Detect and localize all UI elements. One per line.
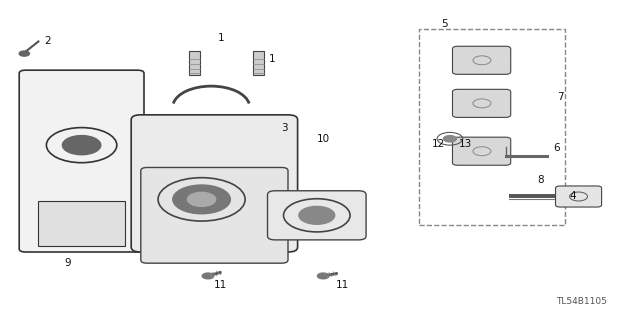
- FancyBboxPatch shape: [141, 167, 288, 263]
- Text: 6: 6: [554, 143, 560, 153]
- Text: 4: 4: [570, 191, 576, 201]
- FancyBboxPatch shape: [268, 191, 366, 240]
- Circle shape: [317, 273, 329, 279]
- Text: 13: 13: [460, 139, 472, 149]
- Bar: [419, 29, 565, 225]
- Bar: [189, 51, 200, 75]
- Text: 7: 7: [557, 92, 563, 102]
- Text: 11: 11: [214, 279, 227, 290]
- Text: 3: 3: [282, 122, 288, 133]
- FancyBboxPatch shape: [452, 46, 511, 74]
- Text: 11: 11: [336, 279, 349, 290]
- Text: 1: 1: [269, 54, 275, 64]
- Text: 2: 2: [45, 36, 51, 47]
- Bar: [253, 51, 264, 75]
- FancyBboxPatch shape: [452, 89, 511, 117]
- Circle shape: [444, 136, 456, 142]
- Circle shape: [173, 185, 230, 214]
- Text: TL54B1105: TL54B1105: [556, 297, 607, 306]
- Text: 8: 8: [538, 175, 544, 185]
- Circle shape: [19, 51, 29, 56]
- Bar: [38, 201, 125, 246]
- Circle shape: [188, 192, 216, 206]
- FancyBboxPatch shape: [19, 70, 144, 252]
- Circle shape: [299, 206, 335, 224]
- FancyBboxPatch shape: [131, 115, 298, 252]
- Text: 9: 9: [64, 258, 70, 268]
- Text: 12: 12: [432, 139, 445, 149]
- FancyBboxPatch shape: [452, 137, 511, 165]
- Circle shape: [202, 273, 214, 279]
- FancyBboxPatch shape: [556, 186, 602, 207]
- Text: 5: 5: [442, 19, 448, 29]
- Text: 10: 10: [317, 134, 330, 144]
- Text: 1: 1: [218, 33, 224, 43]
- Circle shape: [62, 136, 101, 155]
